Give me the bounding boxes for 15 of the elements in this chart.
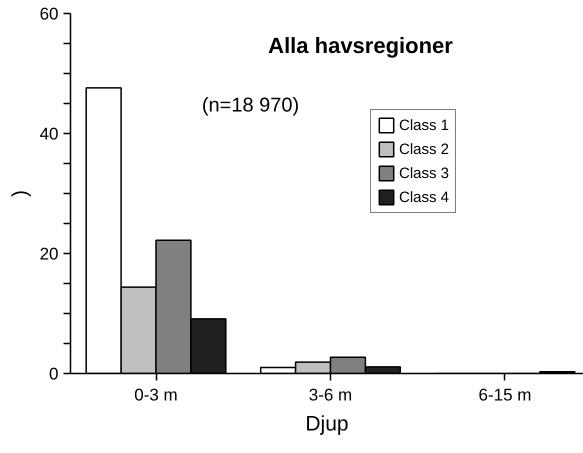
legend-label: Class 4 [399,188,450,206]
x-tick-label: 3-6 m [308,386,352,404]
text: Alla havsregioner [268,33,454,58]
x-tick-label: 0-3 m [134,386,178,404]
x-tick-label: 6-15 m [478,386,532,404]
y-tick-label: 20 [40,244,59,264]
annotation: (n=18 970) [202,94,300,116]
y-tick-label: 60 [40,4,59,24]
y-tick-label: 0 [49,364,59,384]
legend-label: Class 2 [399,140,450,158]
x-axis-title: Djup [305,412,349,436]
y-axis-title: ) [8,190,32,197]
legend-label: Class 3 [399,164,450,182]
y-tick-label: 40 [40,124,59,144]
legend-label: Class 1 [399,116,450,134]
